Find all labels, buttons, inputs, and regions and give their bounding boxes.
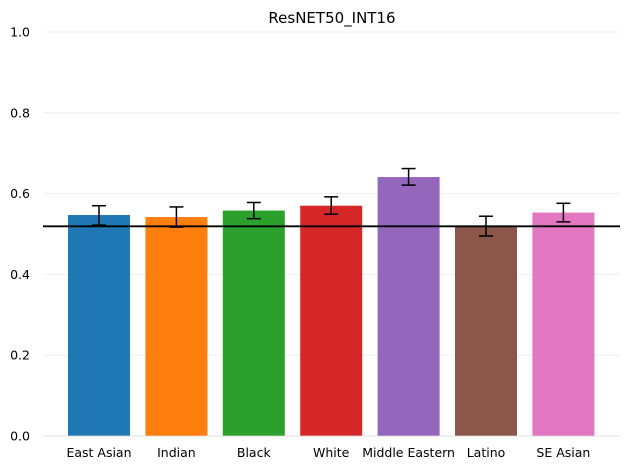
y-tick-label: 0.6 <box>10 186 30 201</box>
y-axis-ticks: 0.0 0.2 0.4 0.6 0.8 1.0 <box>10 25 30 444</box>
bar <box>68 215 130 436</box>
x-tick-label: SE Asian <box>536 445 590 460</box>
x-tick-label: Middle Eastern <box>362 445 455 460</box>
y-tick-label: 0.0 <box>10 429 30 444</box>
y-tick-label: 0.4 <box>10 267 30 282</box>
x-tick-label: White <box>313 445 350 460</box>
bar <box>455 226 517 436</box>
bar <box>145 217 208 436</box>
x-tick-label: Latino <box>467 445 506 460</box>
chart-title: ResNET50_INT16 <box>268 9 395 28</box>
y-tick-label: 0.2 <box>10 348 30 363</box>
bars <box>68 177 595 436</box>
y-tick-label: 0.8 <box>10 105 30 120</box>
x-tick-label: Black <box>237 445 272 460</box>
x-axis-ticks: East Asian Indian Black White Middle Eastern… <box>66 445 590 460</box>
bar <box>377 177 440 436</box>
bar <box>532 212 595 436</box>
error-bars <box>92 167 571 237</box>
y-tick-label: 1.0 <box>10 25 30 40</box>
bar <box>300 205 363 436</box>
x-tick-label: Indian <box>157 445 196 460</box>
grid <box>43 31 620 356</box>
x-tick-label: East Asian <box>66 445 131 460</box>
bar <box>222 210 285 436</box>
